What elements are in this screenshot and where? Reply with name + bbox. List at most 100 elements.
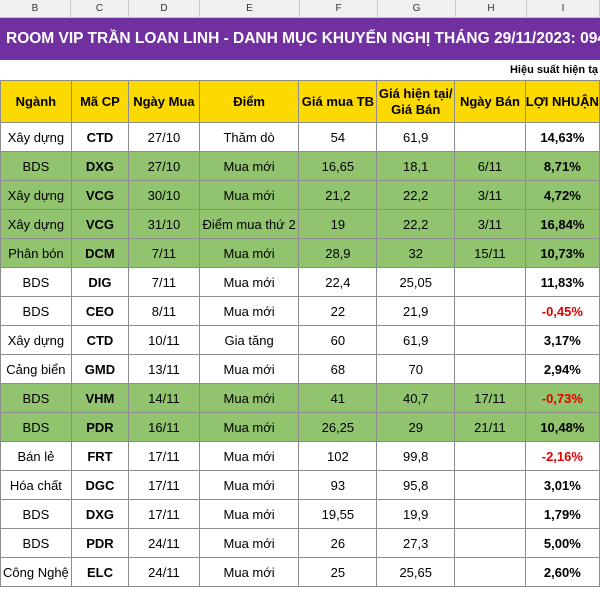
point-cell[interactable]: Gia tăng (198, 325, 300, 355)
sector-cell[interactable]: Phân bón (0, 238, 72, 268)
current-price-cell[interactable]: 21,9 (376, 296, 456, 326)
buy-price-cell[interactable]: 102 (298, 441, 378, 471)
buy-price-cell[interactable]: 21,2 (298, 180, 378, 210)
point-cell[interactable]: Mua mới (198, 499, 300, 529)
code-cell[interactable]: PDR (70, 412, 130, 442)
code-cell[interactable]: ELC (70, 557, 130, 587)
sell-date-cell[interactable] (454, 296, 526, 326)
buy-date-cell[interactable]: 16/11 (128, 412, 200, 442)
code-cell[interactable]: FRT (70, 441, 130, 471)
point-cell[interactable]: Mua mới (198, 441, 300, 471)
sector-cell[interactable]: BDS (0, 528, 72, 558)
code-cell[interactable]: GMD (70, 354, 130, 384)
sell-date-cell[interactable] (454, 441, 526, 471)
current-price-cell[interactable]: 61,9 (376, 122, 456, 152)
profit-cell[interactable]: 10,73% (524, 238, 600, 268)
sell-date-cell[interactable] (454, 470, 526, 500)
sell-date-cell[interactable]: 21/11 (454, 412, 526, 442)
point-cell[interactable]: Mua mới (198, 412, 300, 442)
column-letter[interactable]: F (300, 0, 378, 17)
profit-cell[interactable]: 5,00% (524, 528, 600, 558)
buy-price-cell[interactable]: 25 (298, 557, 378, 587)
sector-cell[interactable]: Xây dựng (0, 122, 72, 152)
column-letter[interactable]: E (200, 0, 300, 17)
buy-price-cell[interactable]: 16,65 (298, 151, 378, 181)
point-cell[interactable]: Mua mới (198, 180, 300, 210)
sector-cell[interactable]: BDS (0, 383, 72, 413)
code-cell[interactable]: DCM (70, 238, 130, 268)
column-letter[interactable]: C (71, 0, 129, 17)
code-cell[interactable]: DGC (70, 470, 130, 500)
buy-price-cell[interactable]: 60 (298, 325, 378, 355)
buy-price-cell[interactable]: 41 (298, 383, 378, 413)
sell-date-cell[interactable] (454, 354, 526, 384)
point-cell[interactable]: Mua mới (198, 296, 300, 326)
profit-cell[interactable]: 3,01% (524, 470, 600, 500)
profit-cell[interactable]: 2,94% (524, 354, 600, 384)
point-cell[interactable]: Mua mới (198, 383, 300, 413)
buy-price-cell[interactable]: 54 (298, 122, 378, 152)
code-cell[interactable]: DXG (70, 499, 130, 529)
sell-date-cell[interactable] (454, 557, 526, 587)
buy-date-cell[interactable]: 7/11 (128, 267, 200, 297)
sector-cell[interactable]: Công Nghệ (0, 557, 72, 587)
profit-cell[interactable]: 8,71% (524, 151, 600, 181)
code-cell[interactable]: VCG (70, 209, 130, 239)
point-cell[interactable]: Điểm mua thứ 2 (198, 209, 300, 239)
point-cell[interactable]: Mua mới (198, 151, 300, 181)
code-cell[interactable]: DIG (70, 267, 130, 297)
sell-date-cell[interactable] (454, 499, 526, 529)
sell-date-cell[interactable]: 17/11 (454, 383, 526, 413)
sell-date-cell[interactable] (454, 267, 526, 297)
profit-cell[interactable]: 4,72% (524, 180, 600, 210)
code-cell[interactable]: VCG (70, 180, 130, 210)
buy-price-cell[interactable]: 22 (298, 296, 378, 326)
sector-cell[interactable]: BDS (0, 296, 72, 326)
buy-date-cell[interactable]: 7/11 (128, 238, 200, 268)
sector-cell[interactable]: Bán lẻ (0, 441, 72, 471)
code-cell[interactable]: CTD (70, 122, 130, 152)
profit-cell[interactable]: 11,83% (524, 267, 600, 297)
sell-date-cell[interactable]: 6/11 (454, 151, 526, 181)
code-cell[interactable]: CTD (70, 325, 130, 355)
sell-date-cell[interactable]: 3/11 (454, 180, 526, 210)
column-letter[interactable]: H (456, 0, 527, 17)
current-price-cell[interactable]: 95,8 (376, 470, 456, 500)
buy-date-cell[interactable]: 31/10 (128, 209, 200, 239)
buy-date-cell[interactable]: 8/11 (128, 296, 200, 326)
buy-price-cell[interactable]: 28,9 (298, 238, 378, 268)
current-price-cell[interactable]: 99,8 (376, 441, 456, 471)
sector-cell[interactable]: Xây dựng (0, 209, 72, 239)
profit-cell[interactable]: 10,48% (524, 412, 600, 442)
current-price-cell[interactable]: 27,3 (376, 528, 456, 558)
sell-date-cell[interactable]: 15/11 (454, 238, 526, 268)
buy-date-cell[interactable]: 17/11 (128, 470, 200, 500)
buy-price-cell[interactable]: 26,25 (298, 412, 378, 442)
buy-date-cell[interactable]: 27/10 (128, 151, 200, 181)
sector-cell[interactable]: BDS (0, 499, 72, 529)
code-cell[interactable]: PDR (70, 528, 130, 558)
buy-price-cell[interactable]: 93 (298, 470, 378, 500)
column-letter[interactable]: I (527, 0, 600, 17)
column-letter[interactable]: B (0, 0, 71, 17)
buy-date-cell[interactable]: 24/11 (128, 528, 200, 558)
current-price-cell[interactable]: 25,05 (376, 267, 456, 297)
profit-cell[interactable]: -0,73% (524, 383, 600, 413)
sector-cell[interactable]: Xây dựng (0, 180, 72, 210)
current-price-cell[interactable]: 70 (376, 354, 456, 384)
profit-cell[interactable]: -0,45% (524, 296, 600, 326)
point-cell[interactable]: Mua mới (198, 354, 300, 384)
point-cell[interactable]: Mua mới (198, 238, 300, 268)
profit-cell[interactable]: 3,17% (524, 325, 600, 355)
sector-cell[interactable]: BDS (0, 412, 72, 442)
buy-date-cell[interactable]: 24/11 (128, 557, 200, 587)
sector-cell[interactable]: Xây dựng (0, 325, 72, 355)
buy-date-cell[interactable]: 17/11 (128, 499, 200, 529)
sell-date-cell[interactable]: 3/11 (454, 209, 526, 239)
buy-price-cell[interactable]: 22,4 (298, 267, 378, 297)
buy-price-cell[interactable]: 19 (298, 209, 378, 239)
code-cell[interactable]: VHM (70, 383, 130, 413)
buy-price-cell[interactable]: 26 (298, 528, 378, 558)
point-cell[interactable]: Mua mới (198, 557, 300, 587)
current-price-cell[interactable]: 25,65 (376, 557, 456, 587)
